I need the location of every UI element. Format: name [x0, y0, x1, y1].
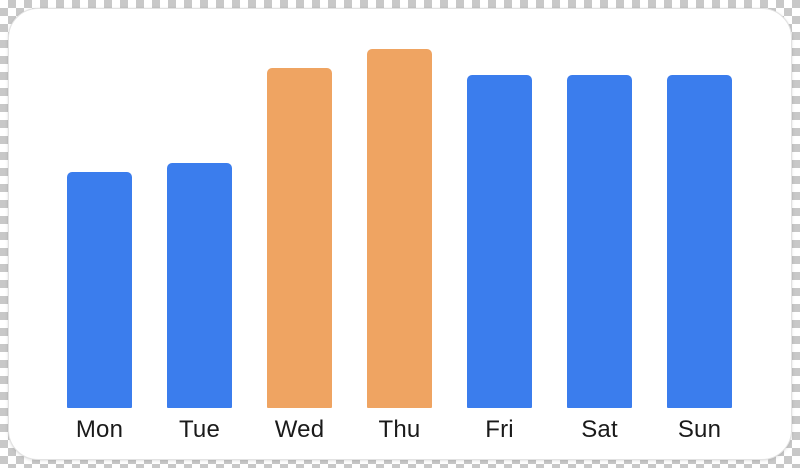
- bar-label-tue: Tue: [178, 416, 221, 443]
- bar-label-thu: Thu: [378, 416, 421, 443]
- bar-thu[interactable]: [367, 49, 432, 408]
- bar-chart-plot-area: Mon Tue Wed Thu Fri Sat Sun: [9, 9, 791, 459]
- bar-sat[interactable]: [567, 75, 632, 408]
- bar-label-mon: Mon: [75, 416, 124, 443]
- bar-label-wed: Wed: [274, 416, 325, 443]
- bar-fri[interactable]: [467, 75, 532, 408]
- bar-label-sun: Sun: [677, 416, 722, 443]
- bar-sun[interactable]: [667, 75, 732, 408]
- bar-label-sat: Sat: [581, 416, 618, 443]
- bar-tue[interactable]: [167, 163, 232, 408]
- bar-label-fri: Fri: [485, 416, 514, 443]
- chart-card: Mon Tue Wed Thu Fri Sat Sun: [8, 8, 792, 460]
- bar-mon[interactable]: [67, 172, 132, 408]
- bar-wed[interactable]: [267, 68, 332, 408]
